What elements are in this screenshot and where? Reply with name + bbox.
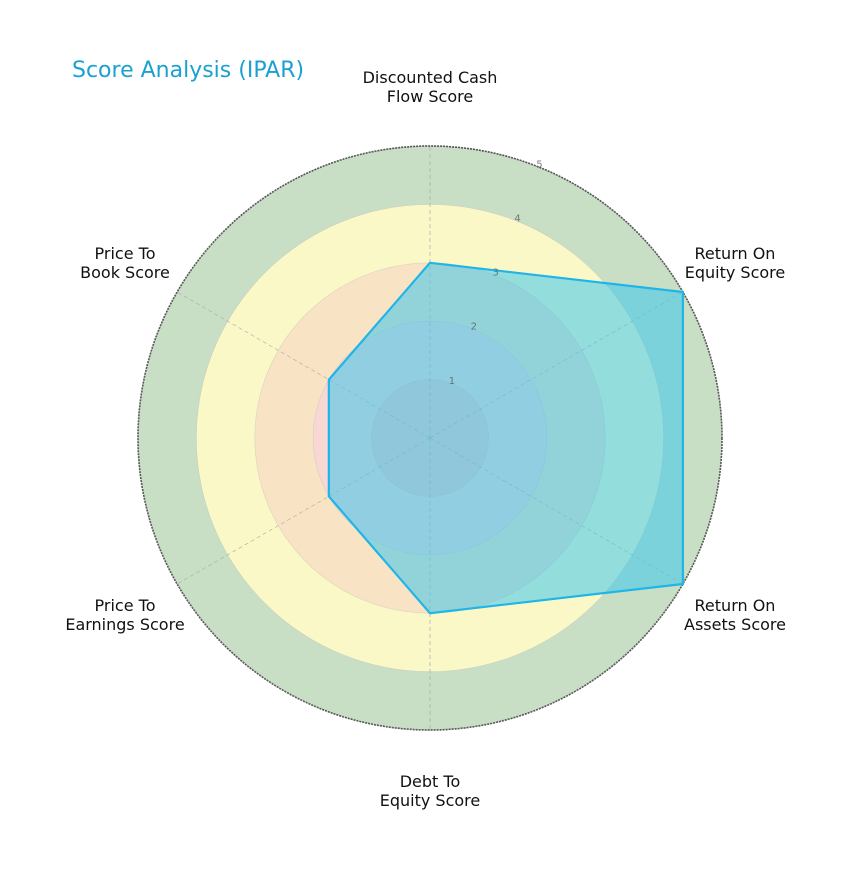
axis-label: Discounted Cash Flow Score (363, 68, 498, 106)
axis-label: Price To Earnings Score (65, 596, 184, 634)
axis-label: Return On Equity Score (685, 244, 786, 282)
axis-label: Debt To Equity Score (380, 772, 481, 810)
radial-tick-labels: 1 2 3 4 5 (449, 159, 543, 387)
grid-ring (137, 145, 723, 731)
tick-label: 1 (449, 376, 455, 387)
tick-label: 3 (492, 268, 498, 279)
tick-label: 5 (536, 159, 542, 170)
tick-label: 4 (514, 213, 520, 224)
series-polygon (327, 261, 684, 615)
axis-label: Price To Book Score (80, 244, 170, 282)
axis-labels: Discounted Cash Flow Score Return On Equity… (65, 68, 786, 810)
axis-label: Return On Assets Score (684, 596, 786, 634)
chart-title: Score Analysis (IPAR) (72, 58, 305, 83)
series-ipar (327, 261, 684, 615)
tick-label: 2 (471, 322, 477, 333)
